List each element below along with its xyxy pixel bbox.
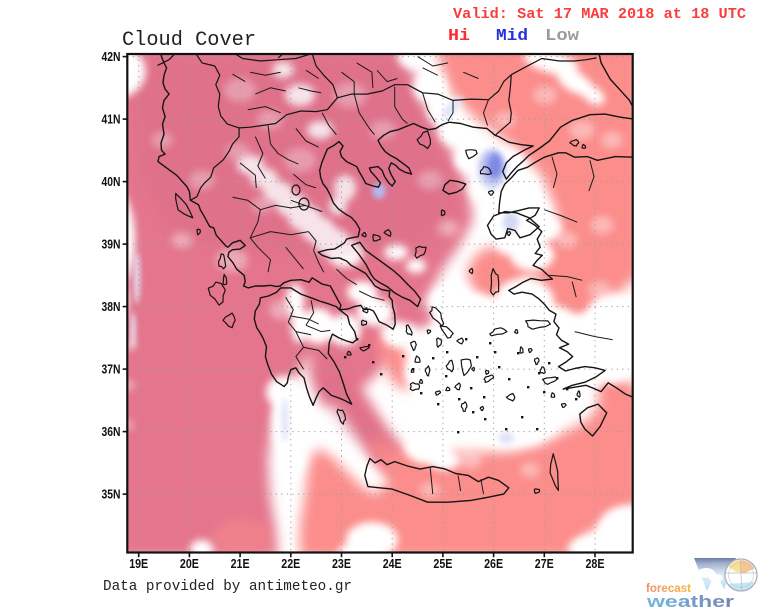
svg-text:Mid: Mid	[496, 27, 528, 46]
svg-text:21E: 21E	[231, 557, 250, 571]
svg-text:Cloud Cover: Cloud Cover	[122, 29, 256, 52]
svg-text:22E: 22E	[281, 557, 300, 571]
svg-text:35N: 35N	[102, 487, 121, 501]
svg-text:weather: weather	[646, 592, 735, 608]
svg-text:27E: 27E	[535, 557, 554, 571]
svg-text:Data provided by antimeteo.gr: Data provided by antimeteo.gr	[103, 579, 352, 595]
svg-text:24E: 24E	[383, 557, 402, 571]
svg-text:42N: 42N	[102, 50, 121, 64]
svg-text:23E: 23E	[332, 557, 351, 571]
svg-text:37N: 37N	[102, 362, 121, 376]
svg-text:39N: 39N	[102, 237, 121, 251]
svg-text:Valid: Sat 17 MAR 2018 at 18 U: Valid: Sat 17 MAR 2018 at 18 UTC	[453, 6, 746, 23]
svg-text:19E: 19E	[129, 557, 148, 571]
svg-text:28E: 28E	[586, 557, 605, 571]
svg-text:36N: 36N	[102, 425, 121, 439]
svg-text:25E: 25E	[433, 557, 452, 571]
svg-text:Hi: Hi	[448, 27, 470, 46]
svg-text:41N: 41N	[102, 112, 121, 126]
svg-text:38N: 38N	[102, 300, 121, 314]
svg-text:20E: 20E	[180, 557, 199, 571]
svg-text:40N: 40N	[102, 175, 121, 189]
svg-text:Low: Low	[545, 27, 580, 46]
svg-text:forecast: forecast	[646, 581, 691, 595]
svg-text:26E: 26E	[484, 557, 503, 571]
